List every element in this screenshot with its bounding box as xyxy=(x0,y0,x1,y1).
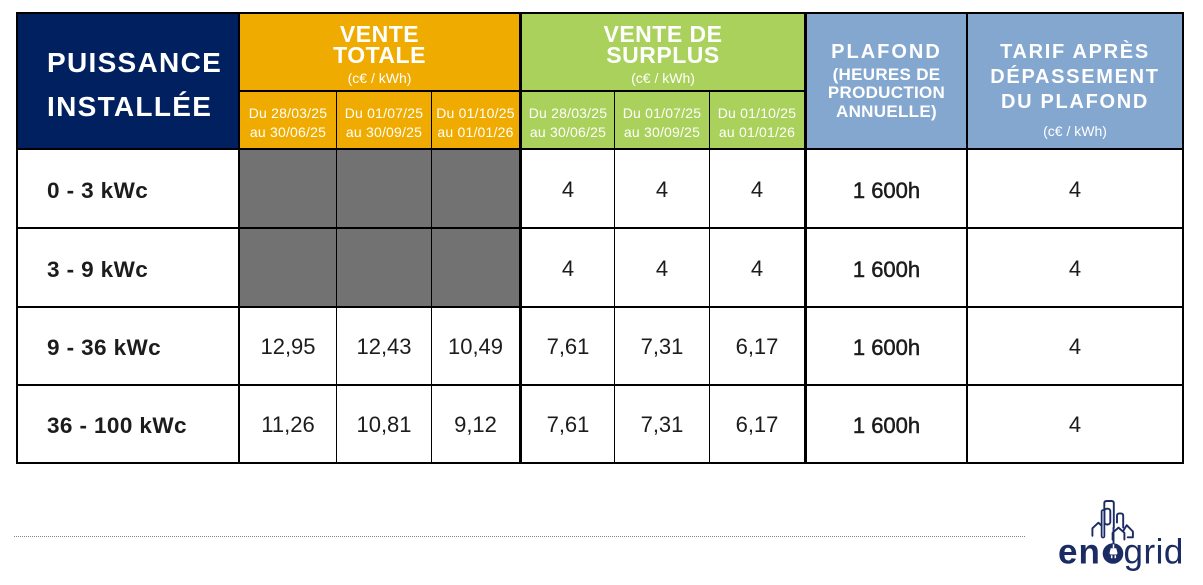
svg-text:en: en xyxy=(1058,533,1101,572)
svg-text:grid: grid xyxy=(1124,533,1184,572)
